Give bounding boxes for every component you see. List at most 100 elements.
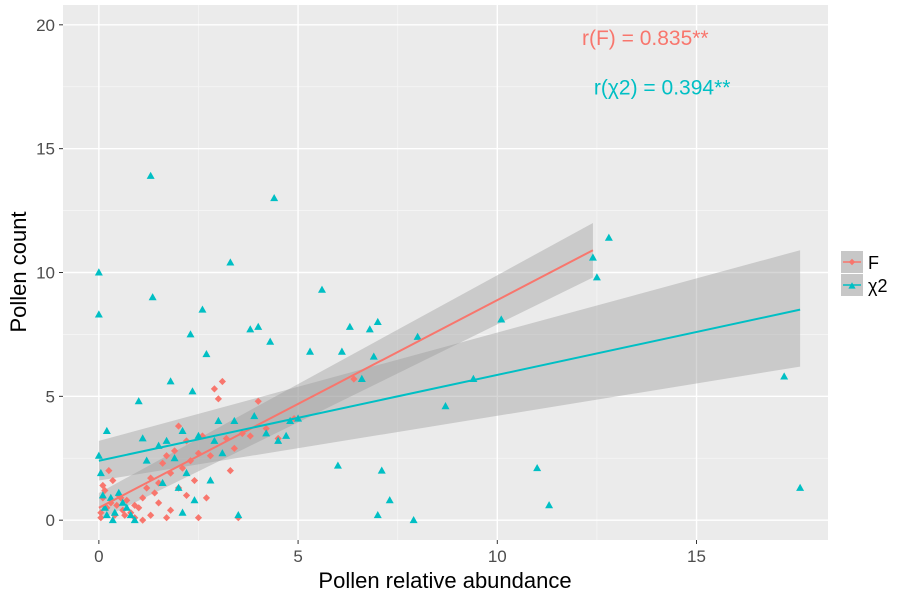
data-point-chi2 <box>337 347 346 355</box>
fit-lines <box>98 249 801 509</box>
data-point-chi2 <box>94 310 103 318</box>
data-point-f <box>162 452 171 460</box>
data-point-f <box>139 494 147 502</box>
data-point-f <box>194 514 203 522</box>
y-tick-label: 5 <box>46 387 55 406</box>
data-point-f <box>97 509 105 517</box>
data-point-chi2 <box>94 451 103 459</box>
x-tick-label: 0 <box>94 547 103 566</box>
data-point-chi2 <box>100 503 109 511</box>
data-point-chi2 <box>118 498 127 506</box>
data-point-f <box>226 467 234 475</box>
legend-key-marker <box>848 282 856 289</box>
data-point-chi2 <box>373 511 382 519</box>
data-point-chi2 <box>130 515 139 524</box>
data-point-chi2 <box>246 325 255 333</box>
fit-line <box>98 308 801 462</box>
data-point-chi2 <box>218 449 227 457</box>
data-point-f <box>113 501 121 509</box>
data-point-f <box>218 377 226 386</box>
legend: Fχ2 <box>841 251 887 296</box>
data-point-chi2 <box>106 493 115 501</box>
data-point-chi2 <box>254 322 263 330</box>
data-point-f <box>105 467 113 475</box>
data-point-f <box>182 491 191 500</box>
data-point-f <box>143 484 151 492</box>
data-point-chi2 <box>158 478 167 486</box>
data-point-chi2 <box>604 233 613 241</box>
data-point-f <box>159 459 167 467</box>
data-point-chi2 <box>108 515 117 524</box>
data-point-chi2 <box>198 305 207 313</box>
data-point-chi2 <box>413 332 422 340</box>
data-point-f <box>97 514 105 522</box>
data-point-chi2 <box>146 171 155 179</box>
data-point-f <box>254 397 262 405</box>
data-point-f <box>166 506 175 514</box>
data-point-f <box>170 447 179 455</box>
data-point-chi2 <box>94 268 103 276</box>
data-point-chi2 <box>214 416 223 425</box>
x-tick-label: 5 <box>293 547 302 566</box>
y-axis-ticks: 0 5 10 15 20 <box>36 16 63 530</box>
data-point-f <box>214 395 222 403</box>
data-point-chi2 <box>102 426 111 434</box>
data-point-chi2 <box>148 293 157 301</box>
data-point-f <box>121 511 129 519</box>
data-point-f <box>206 452 215 460</box>
data-point-chi2 <box>194 431 203 439</box>
data-point-chi2 <box>210 436 219 444</box>
data-point-f <box>202 494 211 502</box>
data-point-chi2 <box>377 466 386 474</box>
y-tick-label: 10 <box>36 264 55 283</box>
data-point-chi2 <box>234 511 243 519</box>
data-point-f <box>99 481 107 490</box>
fit-line <box>98 249 594 509</box>
x-axis-title: Pollen relative abundance <box>318 568 571 593</box>
data-point-f <box>162 514 171 522</box>
data-point-f <box>350 375 358 383</box>
data-point-f <box>131 501 139 509</box>
data-point-chi2 <box>138 434 147 442</box>
data-point-chi2 <box>282 431 291 439</box>
data-point-f <box>101 486 109 495</box>
data-point-chi2 <box>122 503 131 511</box>
data-point-f <box>178 464 187 472</box>
data-point-chi2 <box>545 501 554 509</box>
data-point-f <box>262 424 270 433</box>
data-point-chi2 <box>317 285 326 293</box>
x-axis-ticks: 0 5 10 15 <box>94 540 706 566</box>
data-point-f <box>147 474 155 482</box>
data-point-chi2 <box>206 476 215 484</box>
data-point-chi2 <box>274 436 283 444</box>
data-point-chi2 <box>182 468 191 477</box>
data-point-chi2 <box>588 253 597 261</box>
data-point-chi2 <box>134 397 143 405</box>
y-tick-label: 20 <box>36 16 55 35</box>
data-point-chi2 <box>266 337 275 345</box>
data-point-chi2 <box>497 315 506 323</box>
data-point-chi2 <box>250 411 259 420</box>
data-point-chi2 <box>780 372 789 380</box>
annotation-label: r(F) = 0.835** <box>582 27 709 50</box>
data-point-chi2 <box>270 193 279 202</box>
data-point-chi2 <box>262 429 271 437</box>
data-point-chi2 <box>365 325 374 333</box>
y-axis-title: Pollen count <box>6 211 31 332</box>
data-point-chi2 <box>333 461 342 469</box>
data-point-chi2 <box>174 483 183 491</box>
data-point-chi2 <box>796 483 805 491</box>
data-point-chi2 <box>592 273 601 281</box>
data-point-chi2 <box>369 352 378 360</box>
y-tick-label: 0 <box>46 511 55 530</box>
data-point-f <box>147 511 155 519</box>
data-point-f <box>174 422 183 430</box>
data-point-chi2 <box>202 350 211 358</box>
data-point-f <box>246 432 254 440</box>
y-tick-label: 15 <box>36 140 55 159</box>
data-point-f <box>139 516 147 524</box>
data-point-f <box>117 494 125 502</box>
data-point-f <box>151 489 159 497</box>
data-point-chi2 <box>178 426 187 434</box>
data-point-chi2 <box>110 508 119 516</box>
